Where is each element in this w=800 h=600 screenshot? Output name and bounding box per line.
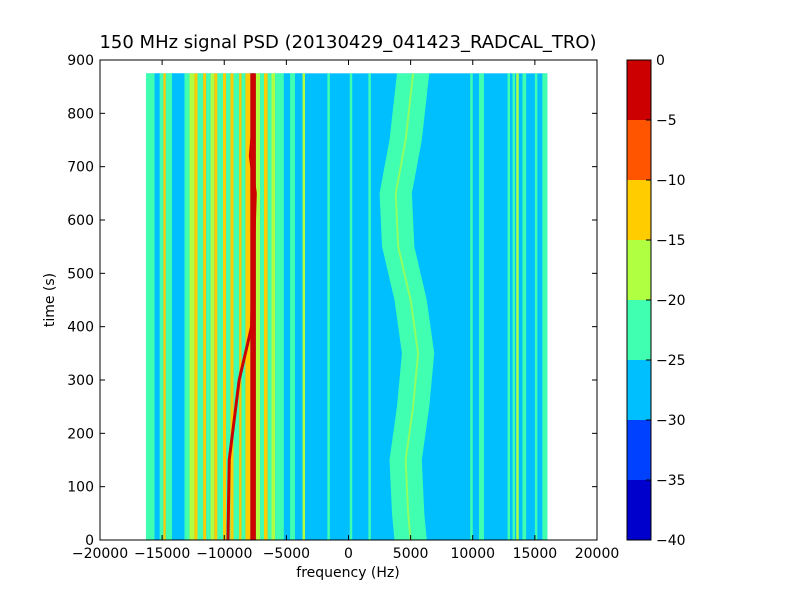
heatmap-band (542, 73, 548, 540)
heatmap-wandering-band (379, 73, 435, 540)
heatmap-band (368, 73, 371, 540)
heatmap-band (233, 73, 240, 540)
heatmap-band (189, 73, 195, 540)
heatmap-band (283, 73, 291, 540)
heatmap-band (260, 73, 265, 540)
colorbar-segment (627, 240, 651, 300)
colorbar-segment (627, 360, 651, 420)
y-tick-label: 600 (67, 213, 94, 229)
x-axis-ticks: −20000 −15000 −10000 −5000 0 5000 10000 15000 20… (72, 60, 619, 562)
heatmap-band (194, 73, 198, 540)
heatmap-band (241, 73, 246, 540)
heatmap-band (516, 73, 519, 540)
heatmap-band (290, 73, 296, 540)
colorbar-segment (627, 420, 651, 480)
colorbar-segment (627, 180, 651, 240)
heatmap-band (267, 73, 272, 540)
colorbar-segment (627, 60, 651, 120)
x-tick-label: 15000 (513, 546, 558, 562)
colorbar-tick-label: −30 (656, 413, 686, 429)
heatmap-band (470, 73, 473, 540)
heatmap-band (230, 73, 234, 540)
heatmap-band (255, 73, 261, 540)
x-tick-label: −15000 (134, 546, 190, 562)
psd-heatmap (145, 73, 548, 540)
heatmap-band (271, 73, 276, 540)
colorbar-tick-label: −10 (656, 173, 686, 189)
heatmap-band (165, 73, 173, 540)
heatmap-band (206, 73, 211, 540)
colorbar-tick-label: 0 (656, 53, 665, 69)
y-tick-label: 800 (67, 106, 94, 122)
colorbar-tick-label: −25 (656, 353, 686, 369)
heatmap-band (512, 73, 515, 540)
heatmap-band (245, 73, 251, 540)
x-tick-label: −20000 (72, 546, 128, 562)
heatmap-band (203, 73, 207, 540)
y-tick-label: 300 (67, 373, 94, 389)
x-axis-label: frequency (Hz) (296, 565, 399, 581)
y-axis-ticks: 0 100 200 300 400 500 600 700 800 900 (67, 53, 597, 549)
y-tick-label: 900 (67, 53, 94, 69)
colorbar-segment (627, 480, 651, 540)
heatmap-band (327, 73, 330, 540)
heatmap-band (226, 73, 231, 540)
y-tick-label: 500 (67, 266, 94, 282)
colorbar-tick-label: −35 (656, 473, 686, 489)
heatmap-band (223, 73, 227, 540)
x-tick-label: −5000 (263, 546, 310, 562)
heatmap-band (349, 73, 353, 540)
heatmap-band (217, 73, 224, 540)
colorbar-tick-label: −40 (656, 533, 686, 549)
heatmap-band (275, 73, 284, 540)
heatmap-band (264, 73, 268, 540)
chart-title: 150 MHz signal PSD (20130429_041423_RADC… (99, 32, 596, 53)
x-tick-label: 0 (344, 546, 353, 562)
heatmap-band (210, 73, 215, 540)
colorbar-segment (627, 120, 651, 180)
heatmap-band (534, 73, 538, 540)
heatmap-band (163, 73, 166, 540)
colorbar-segment (627, 300, 651, 360)
heatmap-bright-trace (226, 73, 257, 540)
heatmap-band (295, 73, 303, 540)
heatmap-band (172, 73, 185, 540)
y-axis-label: time (s) (42, 273, 58, 327)
x-tick-label: 20000 (575, 546, 620, 562)
heatmap-band (507, 73, 511, 540)
heatmap-band (302, 73, 306, 540)
heatmap-band (145, 73, 155, 540)
x-tick-label: 10000 (450, 546, 495, 562)
y-tick-label: 400 (67, 320, 94, 336)
heatmap-band (522, 73, 527, 540)
heatmap-band (214, 73, 218, 540)
y-tick-label: 200 (67, 426, 94, 442)
y-tick-label: 700 (67, 160, 94, 176)
heatmap-wandering-band-core (394, 73, 420, 540)
x-tick-label: 5000 (393, 546, 429, 562)
x-tick-label: −10000 (196, 546, 252, 562)
heatmap-band (478, 73, 484, 540)
colorbar-tick-label: −5 (656, 113, 677, 129)
colorbar-tick-label: −20 (656, 293, 686, 309)
colorbar-tick-label: −15 (656, 233, 686, 249)
heatmap-band (239, 73, 242, 540)
y-tick-label: 0 (85, 533, 94, 549)
heatmap-band (154, 73, 160, 540)
heatmap-band (197, 73, 204, 540)
colorbar: −40 −35 −30 −25 −20 −15 −10 −5 0 (626, 53, 686, 549)
y-tick-label: 100 (67, 480, 94, 496)
heatmap-band (184, 73, 190, 540)
heatmap-band (159, 73, 164, 540)
